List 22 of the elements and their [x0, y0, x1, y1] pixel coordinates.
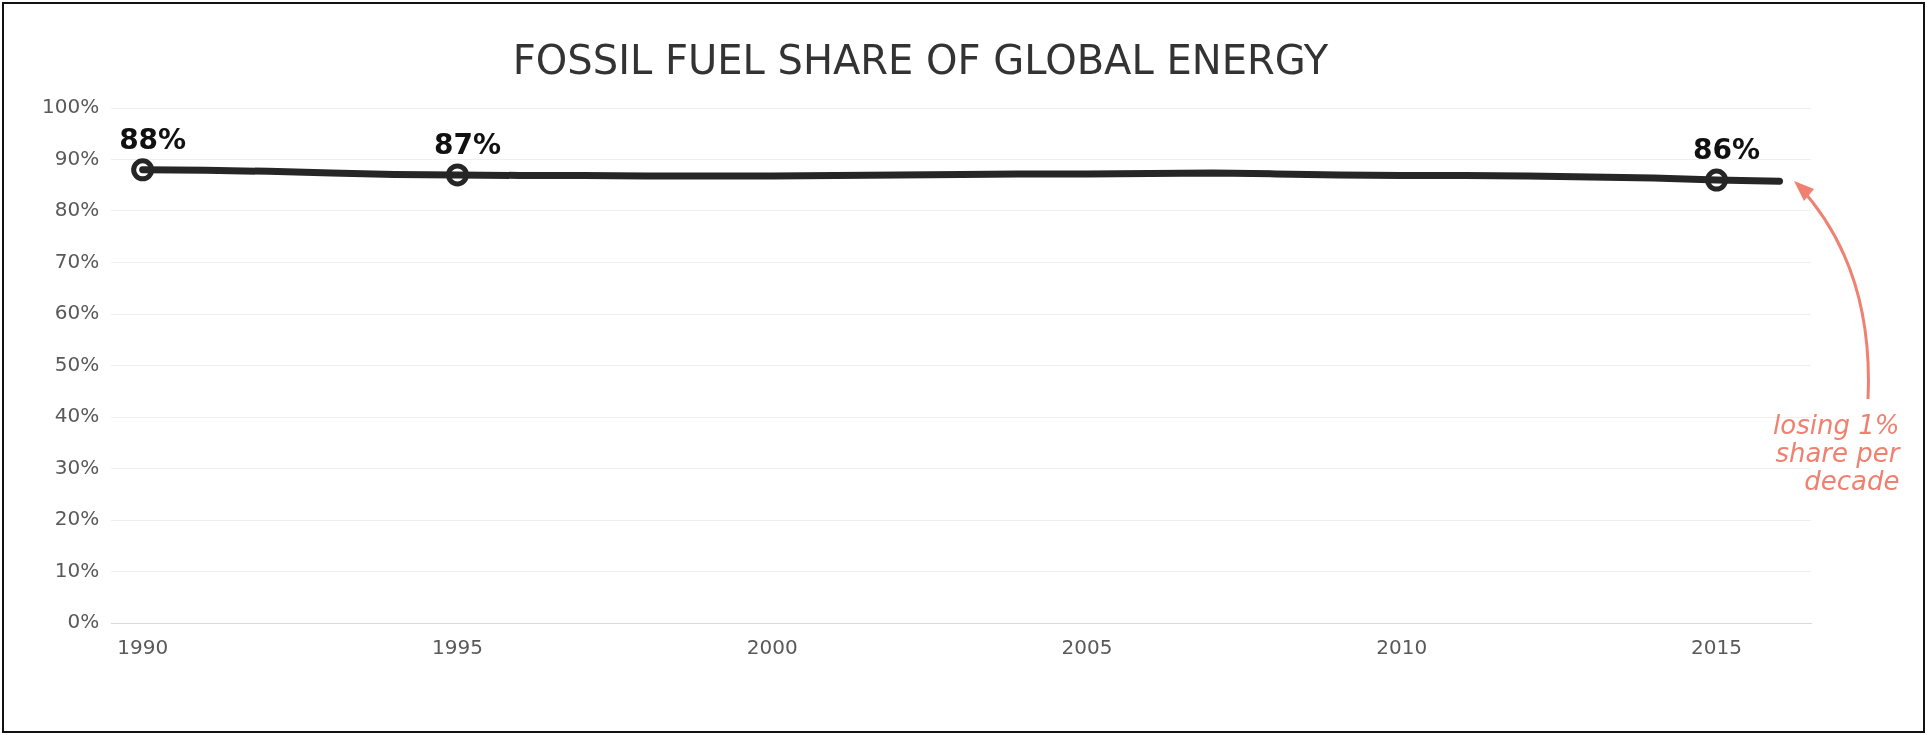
y-tick-label: 30%	[54, 454, 100, 479]
y-tick-label: 100%	[41, 94, 100, 119]
x-tick-label: 2015	[1691, 635, 1743, 660]
y-tick-label: 70%	[54, 248, 100, 273]
x-tick-label: 1990	[117, 635, 169, 660]
y-tick-label: 10%	[54, 557, 100, 582]
y-tick-label: 0%	[67, 609, 100, 634]
data-label: 86%	[1693, 133, 1761, 167]
y-tick-label: 60%	[54, 300, 100, 325]
y-tick-label: 40%	[54, 403, 100, 428]
data-label: 87%	[433, 128, 501, 162]
x-tick-label: 1995	[431, 635, 483, 660]
chart-title: FOSSIL FUEL SHARE OF GLOBAL ENERGY	[512, 37, 1329, 84]
y-tick-label: 90%	[54, 145, 100, 170]
y-tick-label: 20%	[54, 506, 100, 531]
x-tick-label: 2000	[746, 635, 798, 660]
annotation: losing 1% share per decade	[1772, 410, 1900, 497]
x-tick-label: 2010	[1376, 635, 1428, 660]
y-tick-label: 80%	[54, 197, 100, 222]
y-tick-label: 50%	[54, 351, 100, 376]
data-label: 88%	[119, 123, 187, 157]
x-tick-label: 2005	[1061, 635, 1113, 660]
